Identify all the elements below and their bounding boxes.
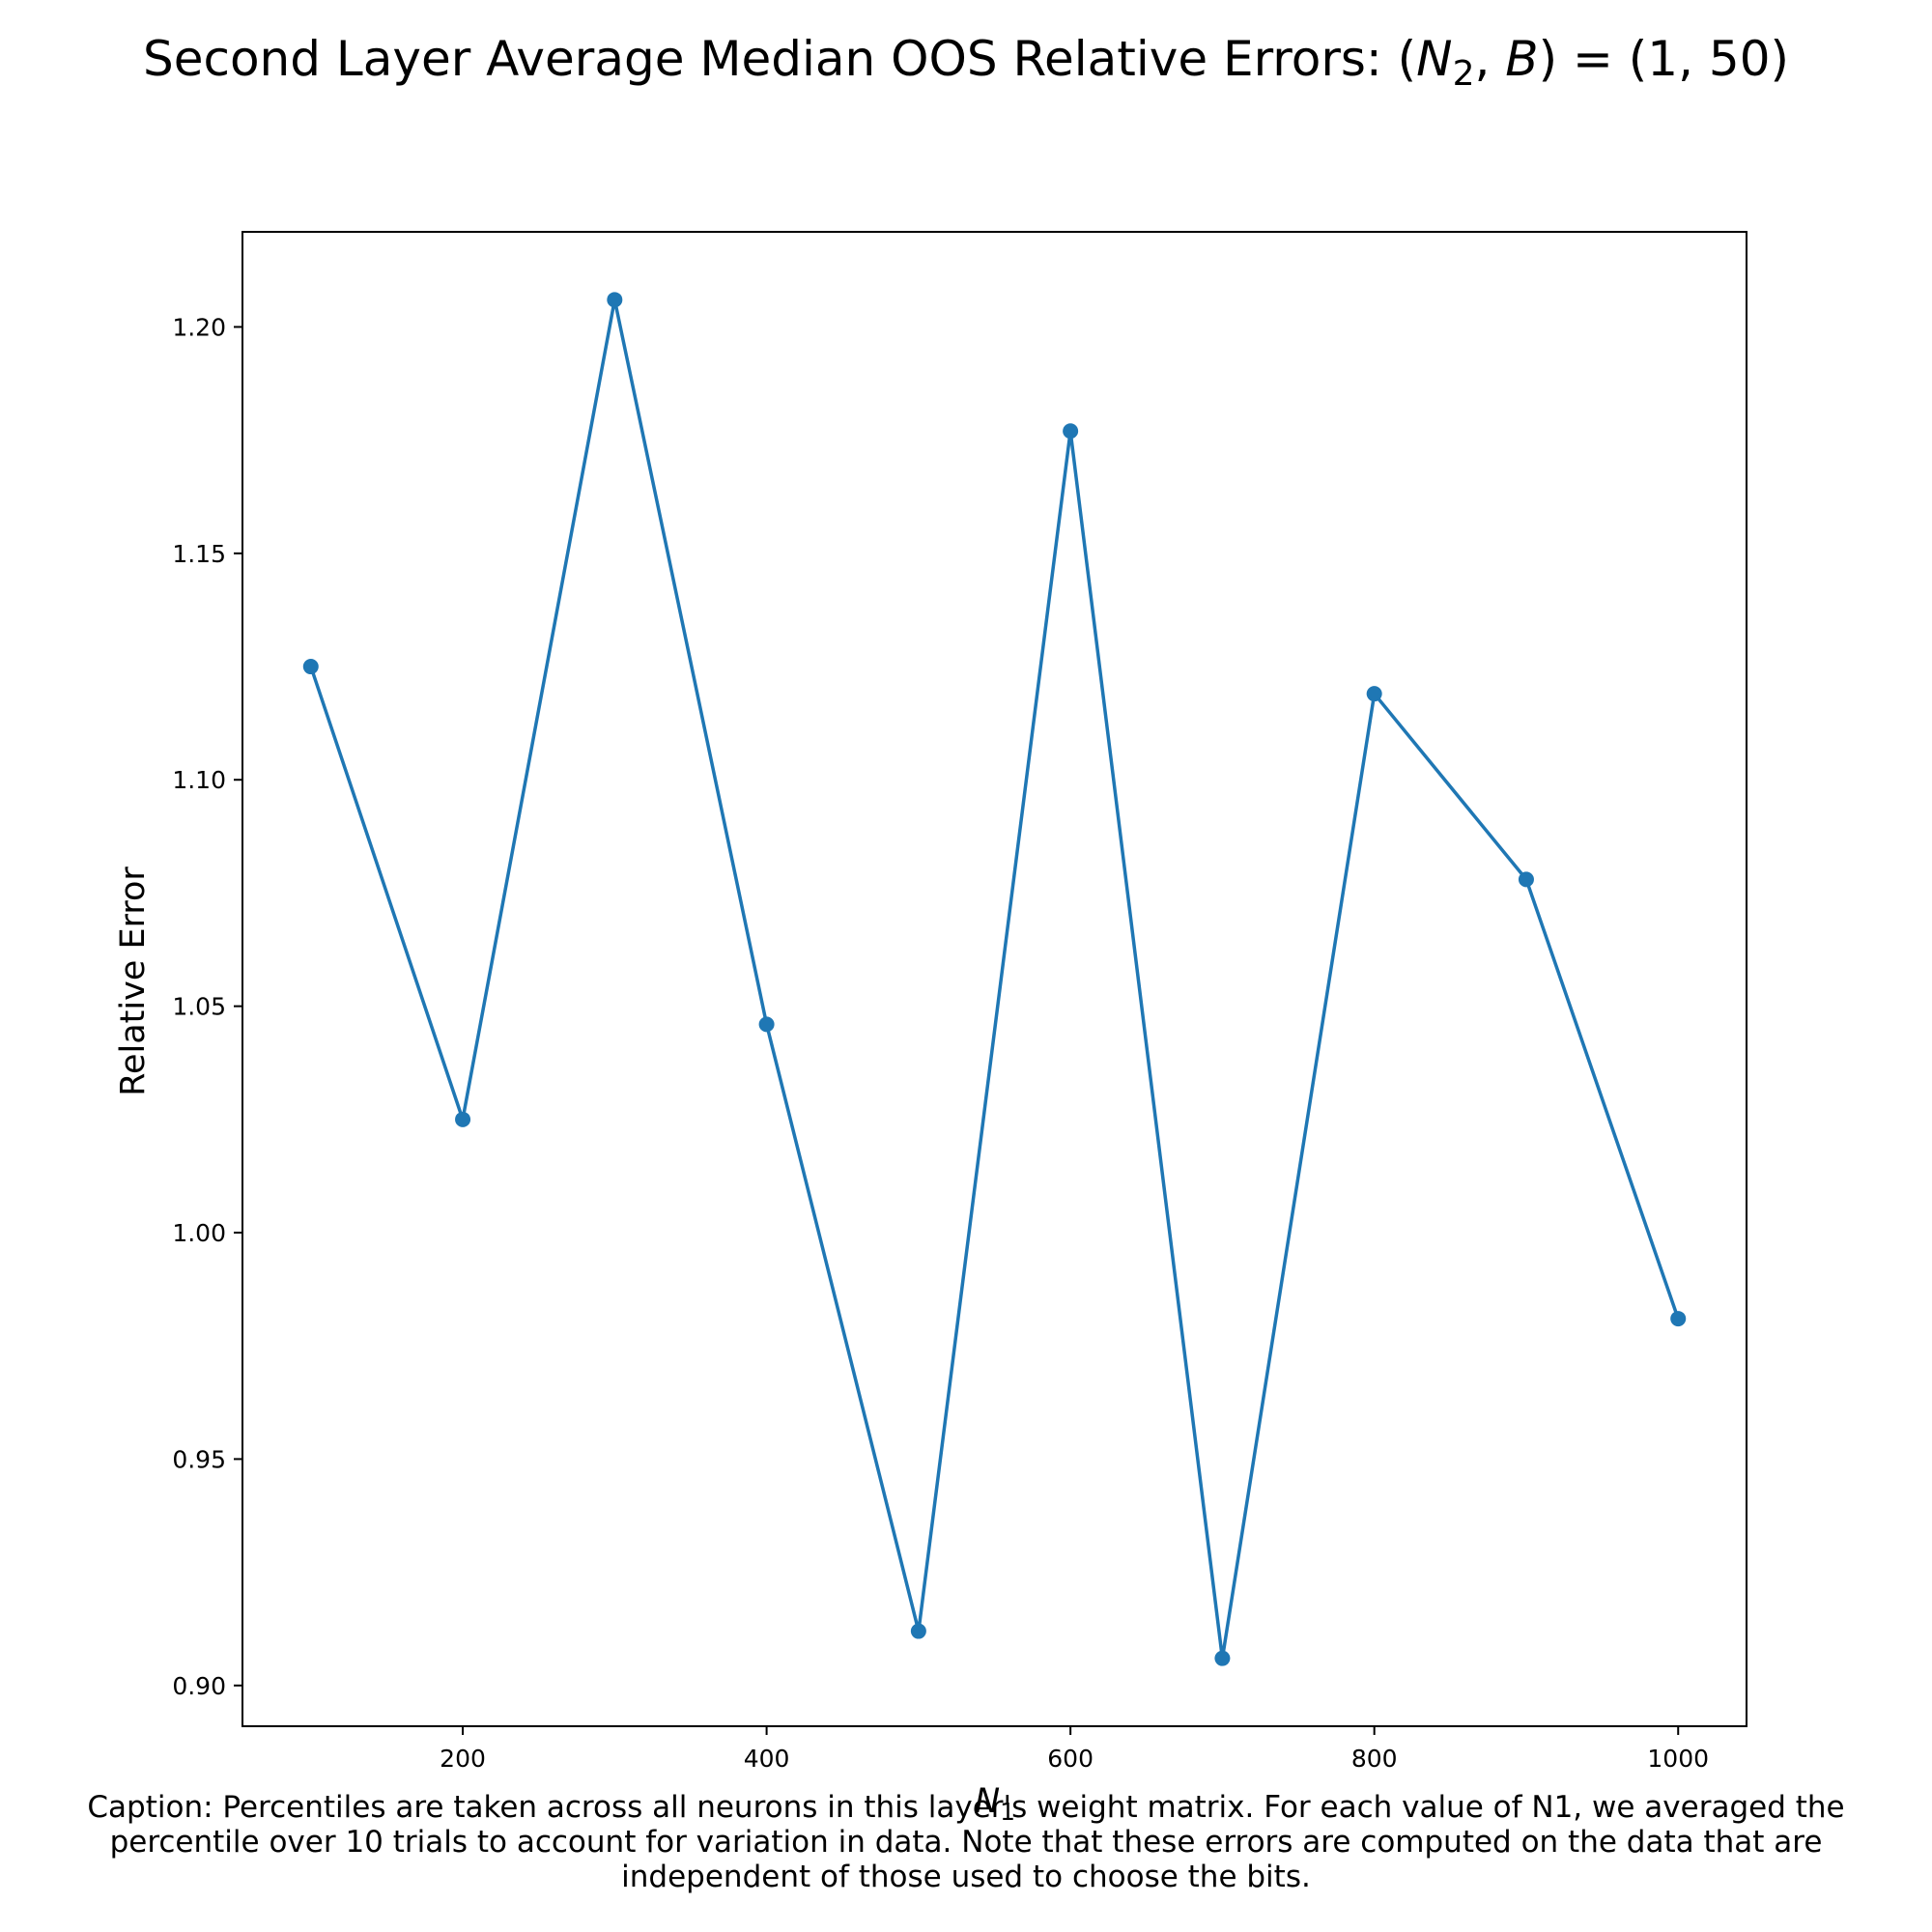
data-point [455,1111,471,1127]
x-tick-label: 600 [1047,1745,1094,1773]
data-point [302,659,319,675]
plot-frame [242,231,1747,1727]
caption-line: Caption: Percentiles are taken across al… [87,1790,1845,1825]
y-tick-label: 0.95 [172,1445,226,1473]
data-point [607,292,623,308]
series-line [309,298,1680,1661]
y-tick-label: 1.05 [172,993,226,1021]
data-point [1214,1650,1231,1666]
plot-area: 200 400 600 800 1000 0.90 0.95 1.00 1.05 1.10 1.15… [172,292,1709,1773]
data-point [1670,1311,1687,1327]
y-tick-label: 1.00 [172,1219,226,1247]
x-axis-label: N1 [975,1782,1015,1826]
x-tick-label: 400 [744,1745,790,1773]
data-point [758,1016,775,1033]
y-tick-label: 1.10 [172,766,226,794]
figure-caption: Caption: Percentiles are taken across al… [0,1790,1932,1894]
y-axis-label: Relative Error [114,867,153,1096]
y-tick-label: 0.90 [172,1672,226,1700]
y-tick-label: 1.15 [172,540,226,568]
y-tick-label: 1.20 [172,313,226,341]
data-point [910,1623,926,1639]
x-tick-label: 800 [1351,1745,1398,1773]
x-tick-label: 1000 [1647,1745,1709,1773]
data-point [1366,686,1382,702]
caption-line: percentile over 10 trials to account for… [109,1825,1823,1860]
caption-line: independent of those used to choose the … [621,1860,1311,1894]
x-tick-label: 200 [440,1745,486,1773]
data-point [1063,423,1079,440]
data-point [1518,871,1534,888]
chart-title: Second Layer Average Median OOS Relative… [143,31,1789,94]
